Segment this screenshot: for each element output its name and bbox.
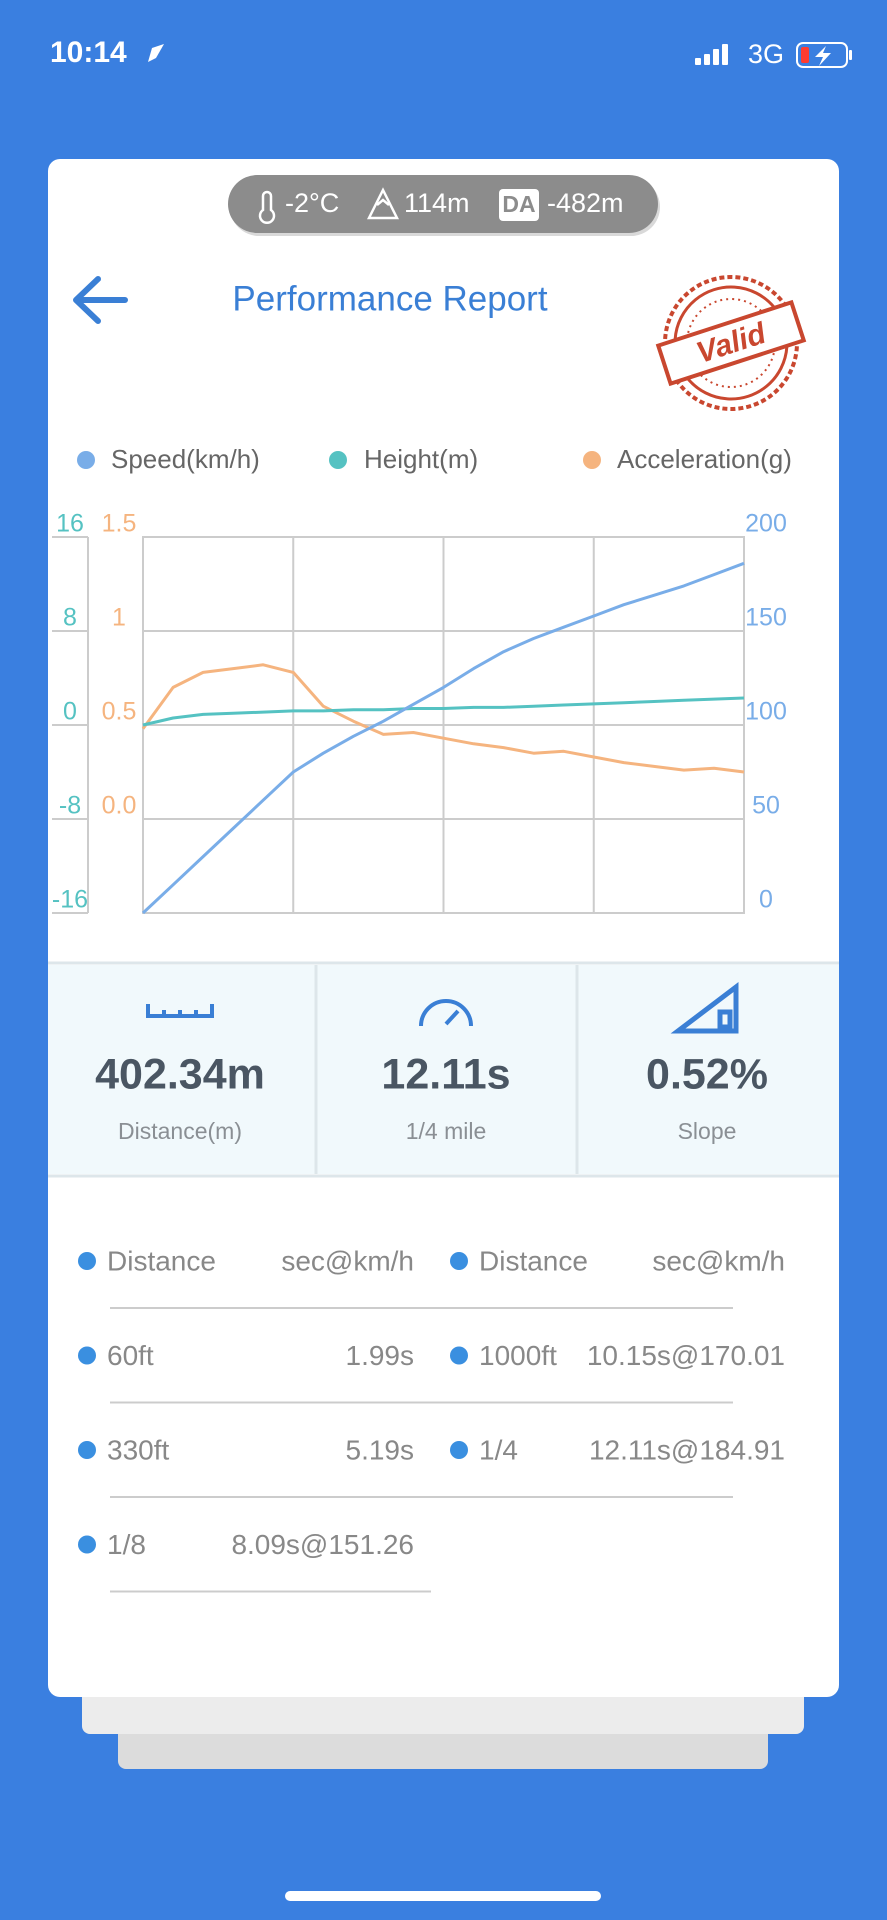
y3-tick-label: 150	[745, 604, 787, 632]
stack-card	[82, 1685, 804, 1734]
battery-icon	[796, 42, 852, 68]
y-tick-label: 16	[56, 510, 84, 538]
y2-tick-label: 0.5	[102, 698, 137, 726]
status-network: 3G	[748, 39, 784, 69]
ruler-icon	[146, 1004, 214, 1018]
page-title: Performance Report	[232, 279, 547, 318]
stat-label: Slope	[678, 1118, 737, 1144]
stat-value: 0.52%	[646, 1050, 768, 1098]
row-dot	[78, 1441, 96, 1459]
speedometer-icon	[419, 999, 473, 1027]
y2-tick-label: 1.5	[102, 510, 137, 538]
row-label: 1000ft	[479, 1340, 557, 1371]
y-tick-label: 8	[63, 604, 77, 632]
y3-tick-label: 100	[745, 698, 787, 726]
mountain-icon	[366, 187, 400, 220]
legend-marker	[329, 451, 347, 469]
row-label: 60ft	[107, 1340, 154, 1371]
status-time: 10:14	[50, 36, 127, 69]
da-label: DA	[502, 191, 535, 217]
row-label: 1/8	[107, 1529, 146, 1560]
temperature: -2°C	[285, 188, 339, 218]
series-line	[141, 663, 745, 774]
column-header: sec@km/h	[652, 1245, 785, 1276]
stat-label: 1/4 mile	[406, 1118, 487, 1144]
row-label: 330ft	[107, 1434, 169, 1465]
row-value: 10.15s@170.01	[587, 1340, 785, 1371]
stat-value: 12.11s	[381, 1050, 510, 1098]
row-value: 12.11s@184.91	[589, 1434, 785, 1465]
row-dot	[78, 1346, 96, 1365]
y2-tick-label: 1	[112, 604, 126, 632]
series-line	[142, 696, 745, 727]
density-altitude: -482m	[547, 188, 624, 218]
back-button[interactable]	[73, 276, 128, 324]
column-header: Distance	[107, 1245, 216, 1276]
column-header: sec@km/h	[281, 1245, 414, 1276]
y2-tick-label: 0.0	[102, 792, 137, 820]
conditions-pill	[228, 175, 658, 233]
legend-marker	[583, 451, 601, 469]
legend-marker	[77, 451, 95, 469]
row-value: 8.09s@151.26	[231, 1529, 414, 1560]
da-badge	[499, 189, 539, 221]
slope-icon	[670, 981, 739, 1034]
stat-value: 402.34m	[95, 1050, 265, 1098]
y-tick-label: -16	[52, 886, 88, 914]
altitude: 114m	[404, 188, 470, 218]
row-dot	[78, 1252, 96, 1270]
thermometer-icon	[258, 190, 276, 224]
legend-label: Height(m)	[364, 444, 478, 474]
home-indicator	[285, 1891, 601, 1901]
series-line	[141, 561, 745, 915]
legend-label: Speed(km/h)	[111, 444, 260, 474]
row-value: 5.19s	[346, 1434, 415, 1465]
legend-label: Acceleration(g)	[617, 444, 792, 474]
row-dot	[450, 1252, 468, 1270]
row-dot	[450, 1346, 468, 1365]
signal-icon	[695, 44, 728, 65]
y3-tick-label: 0	[759, 886, 773, 914]
row-value: 1.99s	[346, 1340, 415, 1371]
y-tick-label: 0	[63, 698, 77, 726]
report-card	[48, 159, 839, 1697]
row-dot	[78, 1535, 96, 1554]
y-tick-label: -8	[59, 792, 81, 820]
y3-tick-label: 50	[752, 792, 780, 820]
location-icon	[148, 44, 164, 62]
column-header: Distance	[479, 1245, 588, 1276]
y3-tick-label: 200	[745, 510, 787, 538]
stat-label: Distance(m)	[118, 1118, 242, 1144]
row-dot	[450, 1441, 468, 1459]
row-label: 1/4	[479, 1434, 518, 1465]
